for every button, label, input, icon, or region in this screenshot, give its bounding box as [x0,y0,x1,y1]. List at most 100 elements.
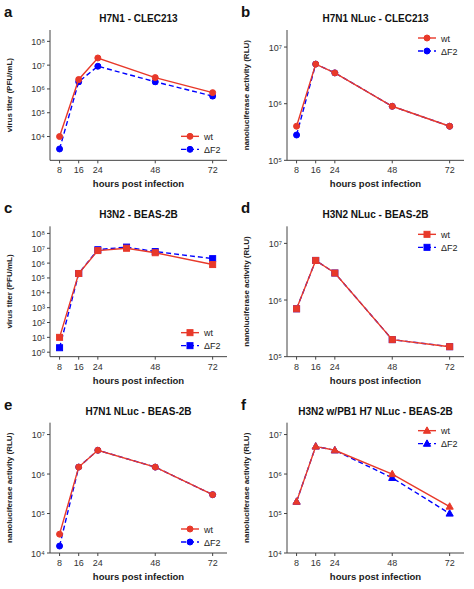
x-axis-label: hours post infection [330,375,422,386]
y-tick [47,292,50,293]
series [57,447,216,549]
y-tick [47,41,50,42]
y-axis-label: nanoluciferase activity (RLU) [5,432,14,543]
plot-area [294,61,453,138]
line [60,450,213,546]
point [294,123,300,129]
y-tick-label: 10⁷ [269,43,282,53]
x-tick [78,553,79,556]
x-tick [155,160,156,163]
line [60,247,213,348]
x-tick [315,357,316,360]
legend: wtΔF2 [181,525,221,548]
y-tick [284,243,287,244]
panel-label: d [241,199,250,216]
point [95,248,101,254]
series [294,257,453,349]
y-tick-label: 10⁴ [268,549,282,559]
line [297,260,450,346]
plot-area [57,55,216,152]
point [313,257,319,263]
x-axis-line [287,160,464,161]
point [95,55,101,61]
x-tick-label: 8 [57,165,62,175]
point [294,132,300,138]
y-tick-label: 10⁶ [268,99,282,109]
x-tick-label: 48 [387,558,397,568]
panel-label: e [4,396,12,413]
point [294,306,300,312]
legend-label: ΔF2 [441,243,458,253]
y-tick [47,474,50,475]
x-tick-label: 24 [93,165,103,175]
legend-marker [187,330,193,336]
x-tick-label: 16 [74,558,84,568]
y-tick-label: 10⁶ [268,296,282,306]
panel: 81624487210⁴10⁵10⁶10⁷10⁸hours post infec… [4,3,227,189]
point [95,447,101,453]
x-tick-label: 8 [57,362,62,372]
legend: wtΔF2 [181,132,221,155]
legend-label: wt [203,132,213,142]
x-tick [334,553,335,556]
line [60,58,213,137]
y-tick-label: 10⁷ [32,430,45,440]
legend-marker [423,427,430,433]
y-tick-label: 10⁷ [269,239,282,249]
x-tick [59,553,60,556]
y-tick-label: 10⁷ [32,61,45,71]
legend: wtΔF2 [418,426,458,449]
x-tick-label: 72 [208,558,218,568]
x-tick-label: 72 [445,165,455,175]
point [447,123,453,129]
y-axis-line [287,30,288,160]
legend-label: ΔF2 [441,47,458,57]
y-tick-label: 10⁷ [269,430,282,440]
line [297,260,450,346]
x-tick [59,160,60,163]
x-tick [97,357,98,360]
x-tick-label: 8 [294,165,299,175]
point [76,270,82,276]
legend-marker [424,35,430,41]
x-tick [315,553,316,556]
x-tick-label: 48 [150,165,160,175]
y-tick-label: 10⁵ [31,273,45,283]
x-tick-label: 72 [445,362,455,372]
point [57,345,63,351]
y-tick [47,322,50,323]
point [95,247,101,253]
point [57,531,63,537]
y-axis-line [287,423,288,553]
y-tick-label: 10⁷ [32,244,45,254]
point [124,245,130,251]
x-tick [296,160,297,163]
x-tick [296,357,297,360]
plot-area [294,257,453,349]
title: H7N1 NLuc - CLEC213 [322,13,429,24]
point [210,492,216,498]
line [297,64,450,135]
y-tick-label: 10⁵ [268,352,282,362]
point [57,146,63,152]
x-tick [449,160,450,163]
y-axis-label: nanoluciferase activity (RLU) [242,40,251,151]
x-tick [212,357,213,360]
x-tick-label: 8 [294,362,299,372]
point [152,75,158,81]
y-tick-label: 10⁶ [31,259,45,269]
point [313,257,319,263]
point [293,498,300,504]
x-axis-line [50,553,227,554]
point [95,63,101,69]
y-tick [284,474,287,475]
y-tick [284,47,287,48]
legend-label: wt [203,328,213,338]
legend-marker [187,526,193,532]
x-tick [59,357,60,360]
point [57,134,63,140]
series [294,257,453,349]
point [312,443,319,449]
y-axis-label: nanoluciferase activity (RLU) [242,432,251,543]
y-tick [47,277,50,278]
